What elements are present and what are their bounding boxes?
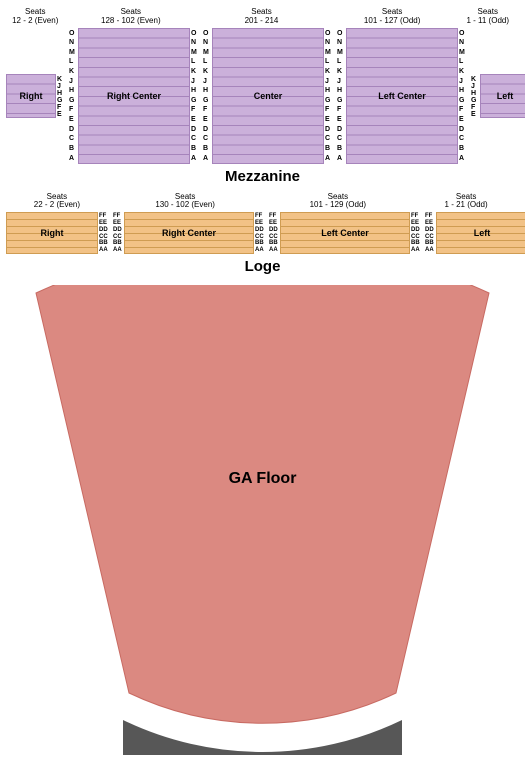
mezz-section-label: Center xyxy=(254,91,283,101)
mezz-seat-labels-row: Seats12 - 2 (Even)Seats128 - 102 (Even)S… xyxy=(6,8,519,26)
loge-row: RightFFEEDDCCBBAAFFEEDDCCBBAARight Cente… xyxy=(6,212,519,254)
loge-section-cell: FFEEDDCCBBAA Left Center FFEEDDCCBBAA xyxy=(268,212,422,254)
row-letters: ONMLKJHGFEDCBA xyxy=(190,28,200,164)
mezz-section[interactable]: Center xyxy=(212,28,324,164)
loge-seats-label: Seats130 - 102 (Even) xyxy=(110,193,261,211)
loge-seats-label: Seats101 - 129 (Odd) xyxy=(263,193,414,211)
row-letters: FFEEDDCCBBAA xyxy=(410,212,422,254)
ga-floor-label: GA Floor xyxy=(6,470,519,488)
mezz-seats-label: Seats12 - 2 (Even) xyxy=(6,8,64,26)
row-letters: KJHGFE xyxy=(470,74,480,118)
mezz-section-label: Left xyxy=(497,91,514,101)
mezz-section-label: Right xyxy=(20,91,43,101)
mezz-section[interactable]: Right Center xyxy=(78,28,190,164)
mezz-seats-label: Seats101 - 127 (Odd) xyxy=(328,8,457,26)
loge-seat-labels-row: Seats22 - 2 (Even)Seats130 - 102 (Even)S… xyxy=(6,193,519,211)
loge-section-label: Right xyxy=(41,228,64,238)
mezzanine-title: Mezzanine xyxy=(6,168,519,185)
loge-section-cell: FFEEDDCCBBAA Right Center FFEEDDCCBBAA xyxy=(112,212,266,254)
row-letters: ONMLKJHGFEDCBA xyxy=(458,28,468,164)
row-letters: FFEEDDCCBBAA xyxy=(424,212,436,254)
mezz-seats-label: Seats1 - 11 (Odd) xyxy=(459,8,517,26)
loge-section[interactable]: Left Center xyxy=(280,212,410,254)
mezz-seats-label: Seats201 - 214 xyxy=(197,8,326,26)
loge-section-label: Left Center xyxy=(321,228,369,238)
mezz-section-cell: ONMLKJHGFEDCBA Right Center ONMLKJHGFEDCBA xyxy=(68,28,200,164)
loge-section[interactable]: Right Center xyxy=(124,212,254,254)
row-letters: FFEEDDCCBBAA xyxy=(112,212,124,254)
row-letters: ONMLKJHGFEDCBA xyxy=(68,28,78,164)
mezzanine-row: RightKJHGFEONMLKJHGFEDCBARight CenterONM… xyxy=(6,28,519,164)
row-letters: FFEEDDCCBBAA xyxy=(98,212,110,254)
row-letters: ONMLKJHGFEDCBA xyxy=(336,28,346,164)
loge-section[interactable]: Left xyxy=(436,212,525,254)
row-letters: ONMLKJHGFEDCBA xyxy=(324,28,334,164)
mezz-section-label: Left Center xyxy=(378,91,426,101)
mezz-section-label: Right Center xyxy=(107,91,161,101)
mezz-section-cell: ONMLKJHGFEDCBA Left Center ONMLKJHGFEDCBA xyxy=(336,28,468,164)
mezz-section-cell: ONMLKJHGFEDCBA Center ONMLKJHGFEDCBA xyxy=(202,28,334,164)
mezz-section[interactable]: Right xyxy=(6,74,56,118)
loge-section-cell: Right FFEEDDCCBBAA xyxy=(6,212,110,254)
loge-section[interactable]: Right xyxy=(6,212,98,254)
ga-floor-shape[interactable] xyxy=(36,285,489,723)
seating-chart: Seats12 - 2 (Even)Seats128 - 102 (Even)S… xyxy=(0,0,525,777)
loge-section-cell: FFEEDDCCBBAA Left xyxy=(424,212,525,254)
loge-seats-label: Seats22 - 2 (Even) xyxy=(6,193,108,211)
mezz-section[interactable]: Left Center xyxy=(346,28,458,164)
floor-area: GA Floor Stage xyxy=(6,285,519,765)
stage-label: Stage xyxy=(6,726,519,748)
row-letters: FFEEDDCCBBAA xyxy=(254,212,266,254)
row-letters: KJHGFE xyxy=(56,74,66,118)
floor-stage-svg xyxy=(6,285,519,765)
loge-title: Loge xyxy=(6,258,519,275)
loge-seats-label: Seats1 - 21 (Odd) xyxy=(415,193,517,211)
mezz-section-cell: KJHGFE Left xyxy=(470,28,525,164)
mezz-section-cell: Right KJHGFE xyxy=(6,28,66,164)
loge-section-label: Left xyxy=(474,228,491,238)
mezz-seats-label: Seats128 - 102 (Even) xyxy=(66,8,195,26)
row-letters: FFEEDDCCBBAA xyxy=(268,212,280,254)
row-letters: ONMLKJHGFEDCBA xyxy=(202,28,212,164)
mezz-section[interactable]: Left xyxy=(480,74,525,118)
loge-section-label: Right Center xyxy=(162,228,216,238)
